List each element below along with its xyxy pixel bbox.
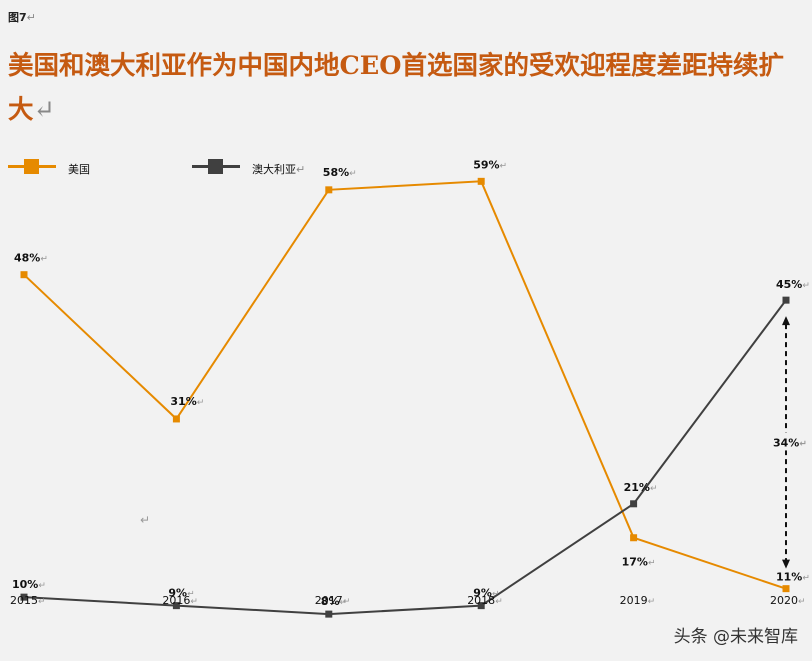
data-point xyxy=(20,593,28,601)
data-point xyxy=(325,610,333,618)
data-point xyxy=(630,500,638,508)
data-label: 9%↵ xyxy=(473,587,499,600)
x-tick-label: 2016↵ xyxy=(162,594,198,607)
annotation-label-bg xyxy=(772,432,800,451)
data-point xyxy=(477,177,485,185)
watermark: 头条 @未来智库 xyxy=(673,627,798,647)
data-label: 21%↵ xyxy=(624,481,658,494)
data-label: 17%↵ xyxy=(622,556,656,569)
data-point xyxy=(20,271,28,279)
x-tick-label: 2015↵ xyxy=(10,594,46,607)
x-tick-label: 2020↵ xyxy=(770,594,806,607)
data-point xyxy=(172,602,180,610)
legend-swatch-marker xyxy=(208,159,223,174)
data-label: 9%↵ xyxy=(168,587,194,600)
chart-title: 美国和澳大利亚作为中国内地CEO首选国家的受欢迎程度差距持续扩大↵ xyxy=(8,51,784,125)
figure-label: 图7↵ xyxy=(8,11,36,24)
data-label: 10%↵ xyxy=(12,578,46,591)
data-label: 11%↵ xyxy=(776,571,810,584)
annotation-label: 34%↵ xyxy=(773,436,807,449)
series-line-0 xyxy=(23,180,787,590)
series-line-1 xyxy=(23,299,787,616)
arrow-head-up xyxy=(782,316,790,326)
legend-swatch-marker xyxy=(24,159,39,174)
data-point xyxy=(172,415,180,423)
data-label: 31%↵ xyxy=(170,395,204,408)
data-point xyxy=(782,296,790,304)
x-tick-label: 2017↵ xyxy=(315,594,351,607)
legend-label-australia: 澳大利亚↵ xyxy=(252,163,306,176)
data-label: 45%↵ xyxy=(776,278,810,291)
return-mark: ↵ xyxy=(140,513,150,527)
data-point xyxy=(325,186,333,194)
data-label: 58%↵ xyxy=(323,166,357,179)
data-point xyxy=(782,585,790,593)
x-tick-label: 2018↵ xyxy=(467,594,503,607)
data-label: 59%↵ xyxy=(473,158,507,171)
legend-label-usa: 美国 xyxy=(68,163,90,176)
legend: 美国 澳大利亚↵ xyxy=(0,155,812,185)
data-label: 8%↵ xyxy=(321,595,347,608)
data-label: 48%↵ xyxy=(14,252,48,265)
data-point xyxy=(477,602,485,610)
x-tick-label: 2019↵ xyxy=(620,594,656,607)
data-point xyxy=(630,534,638,542)
arrow-head-down xyxy=(782,559,790,569)
